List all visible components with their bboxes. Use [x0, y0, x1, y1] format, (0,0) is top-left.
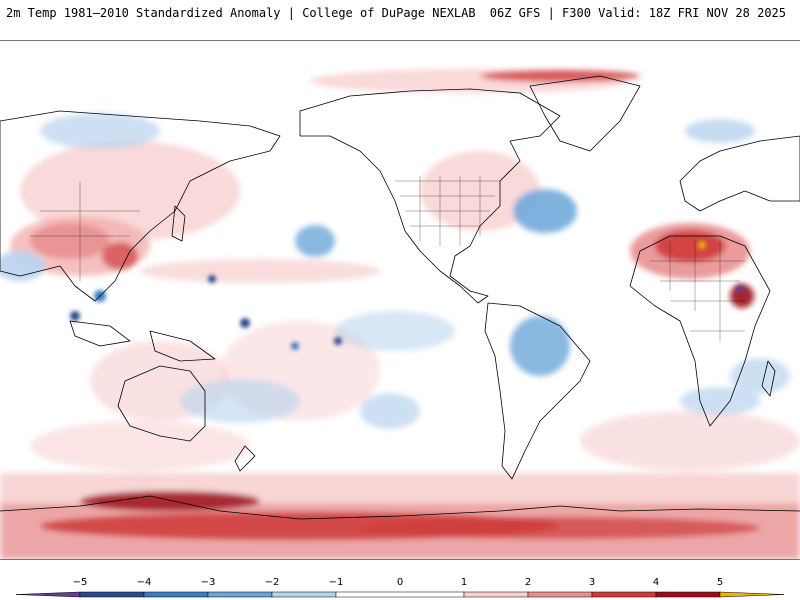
colorbar-segments [15, 591, 785, 598]
colorbar-tick-label: −3 [201, 577, 216, 588]
colorbar-tick-label: −2 [265, 577, 280, 588]
colorbar-tick-label: 5 [717, 577, 723, 588]
colorbar-tick-label: −4 [137, 577, 152, 588]
colorbar-tick-label: −5 [73, 577, 88, 588]
colorbar-segment [79, 591, 145, 598]
colorbar-segment [207, 591, 273, 598]
colorbar-segment-above-max [719, 591, 785, 598]
colorbar-tick-label: −1 [329, 577, 344, 588]
us-state-borders [395, 176, 500, 246]
colorbar-tick-labels: −5 −4 −3 −2 −1 0 1 2 3 4 5 [73, 577, 724, 588]
colorbar-segment [463, 591, 529, 598]
colorbar-segment [591, 591, 657, 598]
colorbar-tick-label: 4 [653, 577, 659, 588]
colorbar-tick-label: 0 [397, 577, 403, 588]
colorbar-tick-label: 3 [589, 577, 595, 588]
colorbar-segment [143, 591, 209, 598]
anomaly-shading [0, 69, 800, 559]
colorbar-segment [271, 591, 337, 598]
coastlines [0, 75, 800, 520]
model-run-info: 06Z GFS | F300 Valid: 18Z FRI NOV 28 202… [489, 6, 786, 20]
anomaly-spots [70, 241, 744, 350]
colorbar-tick-label: 2 [525, 577, 531, 588]
anomaly-map [0, 40, 800, 560]
map-canvas [0, 69, 800, 559]
country-borders [30, 181, 745, 341]
anomaly-colorbar: −5 −4 −3 −2 −1 0 1 2 3 4 5 [15, 577, 785, 598]
map-title: 2m Temp 1981–2010 Standardized Anomaly |… [6, 6, 476, 20]
colorbar-segment [335, 591, 465, 598]
colorbar-segment [527, 591, 593, 598]
colorbar-segment [655, 591, 721, 598]
colorbar-segment-below-min [15, 591, 81, 598]
colorbar-tick-label: 1 [461, 577, 467, 588]
